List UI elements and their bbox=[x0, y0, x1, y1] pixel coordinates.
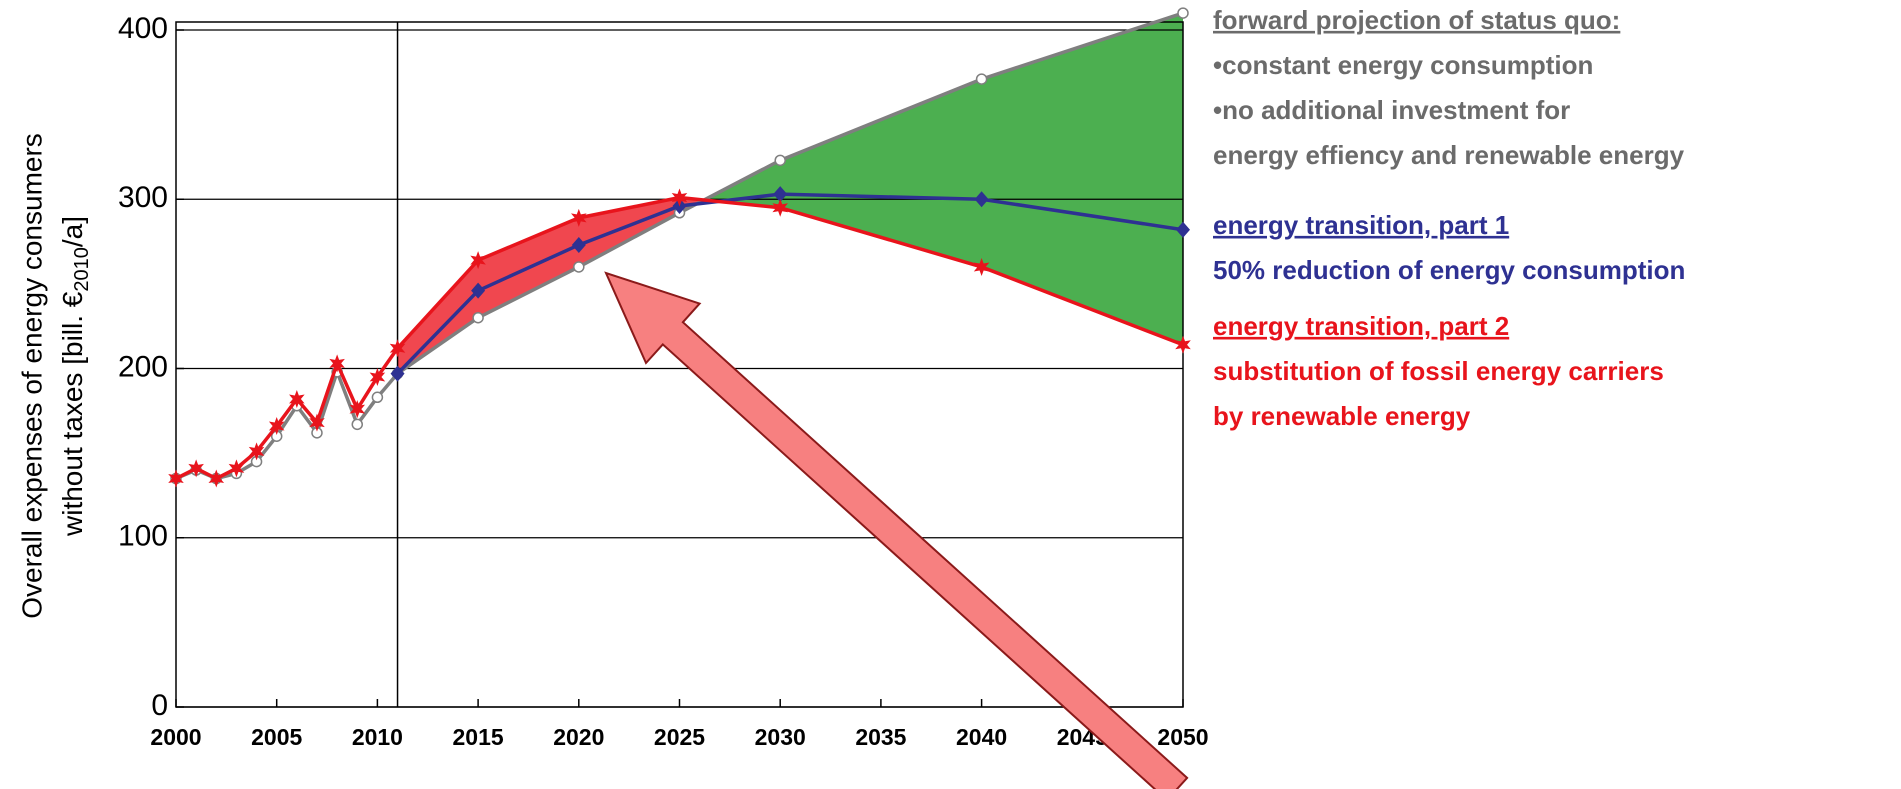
point bbox=[369, 367, 386, 386]
legend-entry: energy transition, part 1 bbox=[1213, 210, 1509, 240]
point bbox=[329, 354, 345, 373]
y-axis-label-part: without taxes [bill. € bbox=[57, 291, 88, 537]
point bbox=[371, 391, 384, 404]
x-tick-label: 2020 bbox=[553, 724, 604, 750]
point bbox=[309, 413, 325, 432]
legend-entry: 50% reduction of energy consumption bbox=[1213, 255, 1685, 285]
point bbox=[1177, 7, 1189, 19]
x-tick-label: 2015 bbox=[453, 724, 504, 750]
x-tick-label: 2035 bbox=[855, 724, 906, 750]
point bbox=[671, 188, 688, 207]
point bbox=[973, 257, 990, 276]
point bbox=[773, 186, 788, 203]
y-tick-label: 200 bbox=[118, 350, 168, 383]
legend-entry: substitution of fossil energy carriers bbox=[1213, 356, 1664, 386]
y-tick-label: 300 bbox=[118, 181, 168, 214]
y-axis-label-part: 2010 bbox=[71, 247, 93, 292]
x-tick-label: 2010 bbox=[352, 724, 403, 750]
legend-entry: by renewable energy bbox=[1213, 401, 1471, 431]
point bbox=[470, 251, 486, 270]
point bbox=[1176, 221, 1190, 238]
point bbox=[1175, 335, 1191, 354]
point bbox=[289, 389, 305, 408]
legend-entry: •no additional investment for bbox=[1213, 95, 1570, 125]
point bbox=[774, 154, 786, 167]
band-savings bbox=[703, 13, 1183, 345]
y-axis-label: Overall expenses of energy consumers bbox=[16, 133, 47, 619]
point bbox=[389, 339, 406, 358]
point bbox=[351, 418, 364, 431]
y-tick-label: 0 bbox=[151, 689, 168, 722]
legend-entry: energy transition, part 2 bbox=[1213, 311, 1509, 341]
point bbox=[349, 400, 366, 419]
legend-entry: energy effiency and renewable energy bbox=[1213, 140, 1685, 170]
x-tick-label: 2030 bbox=[755, 724, 806, 750]
point bbox=[168, 469, 184, 488]
point bbox=[248, 442, 265, 461]
x-tick-label: 2000 bbox=[150, 724, 201, 750]
point bbox=[571, 208, 587, 227]
x-tick-label: 2025 bbox=[654, 724, 705, 750]
x-tick-label: 2005 bbox=[251, 724, 302, 750]
legend-entry: forward projection of status quo: bbox=[1213, 5, 1620, 35]
x-tick-label: 2050 bbox=[1157, 724, 1208, 750]
point bbox=[471, 282, 486, 299]
y-tick-label: 400 bbox=[118, 12, 168, 45]
point bbox=[208, 469, 225, 488]
point bbox=[772, 198, 788, 217]
point bbox=[390, 365, 405, 382]
point bbox=[571, 236, 586, 253]
pointer-arrow bbox=[604, 271, 1189, 789]
point bbox=[268, 417, 285, 436]
y-tick-label: 100 bbox=[118, 520, 168, 553]
point bbox=[188, 459, 204, 478]
point bbox=[228, 459, 245, 478]
y-axis-label-part: /a] bbox=[57, 216, 88, 247]
point bbox=[573, 261, 585, 273]
point bbox=[975, 73, 988, 85]
legend-entry: •constant energy consumption bbox=[1213, 50, 1593, 80]
point bbox=[974, 191, 989, 208]
y-axis-label: without taxes [bill. €2010/a] bbox=[57, 216, 93, 537]
point bbox=[472, 311, 484, 324]
x-tick-label: 2040 bbox=[956, 724, 1007, 750]
